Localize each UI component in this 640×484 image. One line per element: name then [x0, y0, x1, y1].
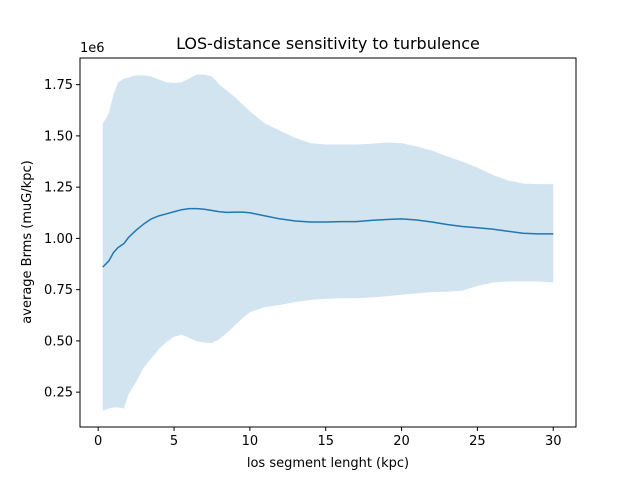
x-tick-label: 5: [170, 434, 178, 449]
chart-title: LOS-distance sensitivity to turbulence: [176, 34, 480, 53]
band-layer: [102, 74, 554, 411]
y-tick-label: 1.25: [44, 181, 73, 196]
x-tick-label: 20: [393, 434, 410, 449]
line-layer: [102, 207, 554, 268]
x-tick-label: 0: [94, 434, 102, 449]
y-tick-label: 1.75: [44, 78, 73, 93]
y-offset-label: 1e6: [80, 41, 105, 56]
confidence-band: [102, 74, 554, 411]
mean-line: [102, 207, 554, 268]
y-ticks: 0.25 0.50 0.75 1.00 1.25 1.50 1.75: [44, 78, 80, 401]
x-axis-label: los segment lenght (kpc): [247, 456, 409, 471]
y-tick-label: 0.75: [44, 283, 73, 298]
x-tick-label: 15: [317, 434, 334, 449]
y-tick-label: 0.50: [44, 334, 73, 349]
x-tick-label: 10: [242, 434, 259, 449]
y-tick-label: 1.00: [44, 232, 73, 247]
y-tick-label: 0.25: [44, 386, 73, 401]
plot-frame: [79, 57, 577, 428]
x-tick-label: 25: [469, 434, 486, 449]
x-tick-label: 30: [545, 434, 562, 449]
y-tick-label: 1.50: [44, 129, 73, 144]
x-ticks: 0 5 10 15 20 25 30: [94, 427, 562, 449]
y-axis-label: average Brms (muG/kpc): [20, 160, 35, 323]
